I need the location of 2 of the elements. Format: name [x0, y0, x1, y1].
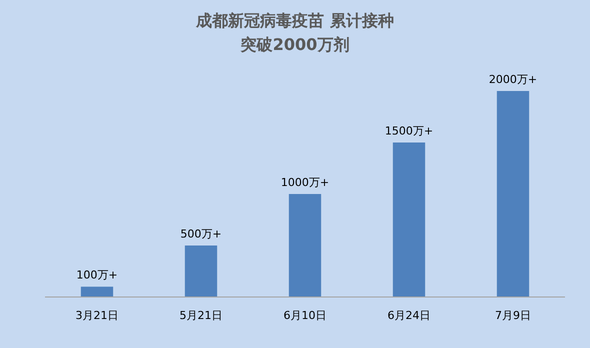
title: 成都新冠病毒疫苗 累计接种 [196, 11, 394, 30]
subtitle: 突破2000万剂 [240, 35, 350, 54]
